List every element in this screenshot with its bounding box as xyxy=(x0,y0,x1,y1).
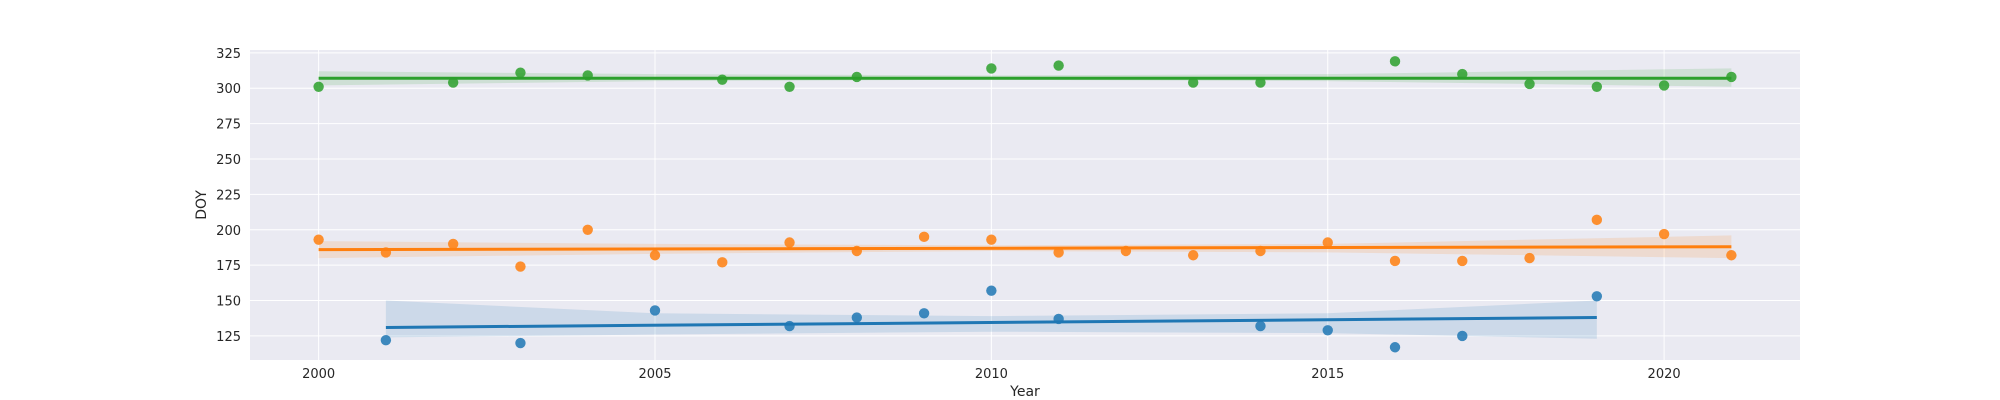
y-tick-label: 225 xyxy=(216,188,241,203)
data-point xyxy=(1591,214,1603,226)
data-point xyxy=(1322,325,1333,336)
data-point xyxy=(649,305,661,316)
data-point xyxy=(515,337,526,349)
data-point xyxy=(1457,68,1468,80)
data-point xyxy=(1389,255,1401,267)
data-point xyxy=(851,71,863,83)
data-point xyxy=(1658,80,1670,91)
trend-line xyxy=(385,316,1597,329)
data-point xyxy=(380,247,392,258)
data-point xyxy=(1053,313,1064,325)
y-tick-label: 250 xyxy=(216,153,241,168)
data-point xyxy=(1389,56,1401,67)
data-point xyxy=(1120,245,1132,257)
y-tick-label: 300 xyxy=(216,82,241,97)
trend-line xyxy=(318,245,1732,252)
x-tick-labels: 2000 2005 2010 2015 2020 xyxy=(302,367,1681,382)
data-point xyxy=(784,320,795,332)
data-point xyxy=(1726,71,1737,83)
data-point xyxy=(1255,77,1266,88)
data-point xyxy=(515,261,526,272)
confidence-band xyxy=(385,300,1597,339)
data-point xyxy=(447,77,459,88)
data-point xyxy=(1255,320,1266,332)
data-point xyxy=(313,234,324,245)
data-point xyxy=(986,285,997,296)
data-point xyxy=(1524,78,1535,90)
data-points xyxy=(313,56,1737,353)
data-point xyxy=(986,63,997,74)
data-point xyxy=(851,312,863,323)
data-point xyxy=(1591,291,1603,302)
x-tick-label: 2015 xyxy=(1311,367,1344,382)
data-point xyxy=(986,234,997,245)
data-point xyxy=(1255,245,1266,257)
y-axis-label: DOY xyxy=(194,190,210,220)
x-axis-label: Year xyxy=(1009,384,1040,400)
data-point xyxy=(717,74,728,85)
data-point xyxy=(918,231,930,243)
data-point xyxy=(851,245,863,257)
data-point xyxy=(1658,228,1670,240)
y-tick-labels: 125 150 175 200 225 250 275 300 325 xyxy=(216,47,241,345)
x-tick-label: 2010 xyxy=(975,367,1008,382)
trend-lines xyxy=(318,76,1732,329)
y-tick-label: 275 xyxy=(216,118,241,133)
data-point xyxy=(784,237,795,248)
data-point xyxy=(380,334,392,346)
data-point xyxy=(515,67,526,78)
x-tick-label: 2005 xyxy=(638,367,671,382)
y-tick-label: 200 xyxy=(216,224,241,239)
data-point xyxy=(1457,330,1468,342)
data-point xyxy=(649,250,661,261)
data-point xyxy=(1457,255,1468,267)
data-point xyxy=(1322,237,1333,248)
data-point xyxy=(717,257,728,268)
data-point xyxy=(447,238,459,250)
data-point xyxy=(1053,247,1064,258)
data-point xyxy=(1187,250,1199,261)
x-tick-label: 2020 xyxy=(1648,367,1681,382)
data-point xyxy=(1389,342,1401,353)
x-tick-label: 2000 xyxy=(302,367,335,382)
y-tick-label: 125 xyxy=(216,330,241,345)
y-tick-label: 325 xyxy=(216,47,241,62)
grid-lines xyxy=(250,50,1800,360)
data-point xyxy=(1726,250,1737,261)
plot-area-background xyxy=(250,50,1800,360)
y-tick-label: 175 xyxy=(216,259,241,274)
data-point xyxy=(784,81,795,93)
data-point xyxy=(1524,252,1535,264)
data-point xyxy=(918,308,930,319)
data-point xyxy=(313,81,324,93)
data-point xyxy=(1053,60,1064,71)
y-tick-label: 150 xyxy=(216,295,241,310)
data-point xyxy=(582,70,593,81)
data-point xyxy=(1187,77,1199,88)
data-point xyxy=(1591,81,1603,93)
data-point xyxy=(582,224,593,235)
